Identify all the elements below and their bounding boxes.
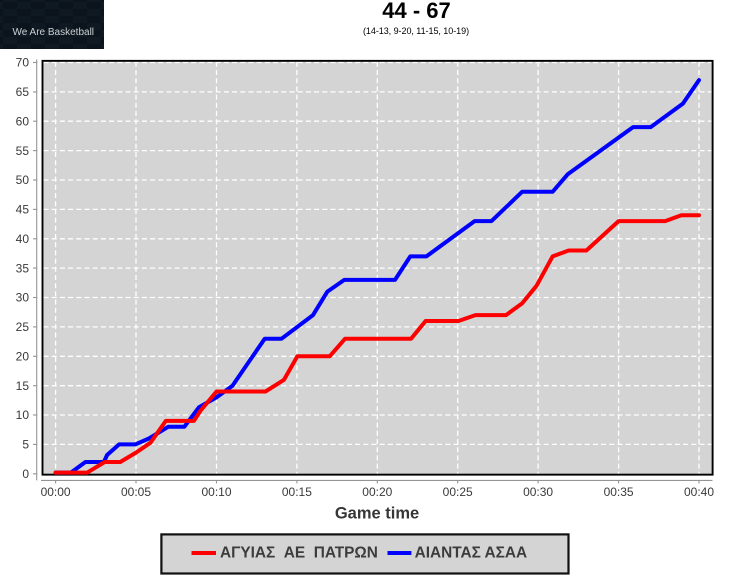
svg-text:00:10: 00:10 [201, 485, 231, 499]
svg-text:Game time: Game time [335, 504, 419, 522]
svg-text:00:25: 00:25 [443, 485, 473, 499]
svg-text:65: 65 [16, 85, 30, 99]
svg-text:ΑΓΥΙΑΣ ΑΕ ΠΑΤΡΩΝ: ΑΓΥΙΑΣ ΑΕ ΠΑΤΡΩΝ [220, 544, 378, 561]
svg-text:00:05: 00:05 [121, 485, 151, 499]
svg-text:35: 35 [16, 261, 30, 275]
svg-text:25: 25 [16, 320, 30, 334]
svg-text:30: 30 [16, 291, 30, 305]
svg-text:50: 50 [16, 173, 30, 187]
svg-text:70: 70 [16, 56, 30, 70]
svg-text:55: 55 [16, 144, 30, 158]
svg-text:60: 60 [16, 114, 30, 128]
svg-text:00:00: 00:00 [41, 485, 71, 499]
svg-text:10: 10 [16, 408, 30, 422]
svg-text:00:20: 00:20 [362, 485, 392, 499]
svg-text:00:40: 00:40 [684, 485, 714, 499]
svg-text:40: 40 [16, 232, 30, 246]
svg-text:00:30: 00:30 [523, 485, 553, 499]
svg-text:15: 15 [16, 379, 30, 393]
svg-text:00:35: 00:35 [604, 485, 634, 499]
svg-text:5: 5 [22, 438, 29, 452]
svg-text:20: 20 [16, 349, 30, 363]
svg-text:00:15: 00:15 [282, 485, 312, 499]
svg-text:ΑΙΑΝΤΑΣ ΑΣΑΑ: ΑΙΑΝΤΑΣ ΑΣΑΑ [415, 544, 528, 561]
svg-text:45: 45 [16, 203, 30, 217]
svg-text:0: 0 [22, 467, 29, 481]
